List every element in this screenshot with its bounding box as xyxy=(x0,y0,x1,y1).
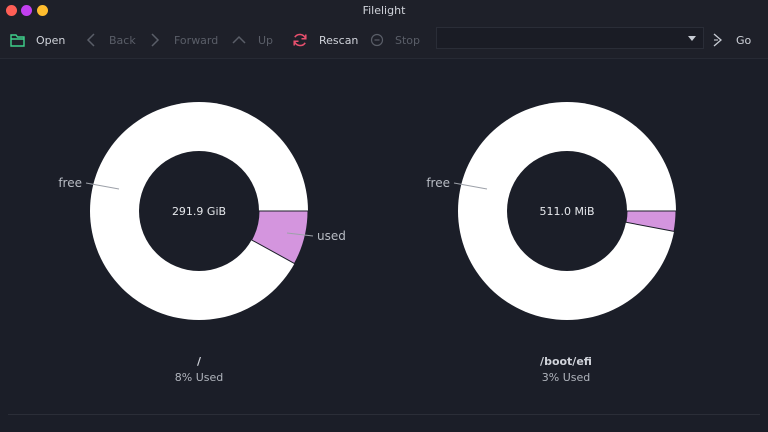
free-label: free xyxy=(426,176,450,190)
disk-mount-label: / xyxy=(196,355,202,368)
go-arrow-icon xyxy=(713,33,722,47)
used-leader-line xyxy=(286,232,314,237)
disk-capacity-label: 291.9 GiB xyxy=(172,205,226,218)
disk-caption-root: / 8% Used xyxy=(99,355,299,384)
go-button[interactable]: Go xyxy=(712,22,751,58)
title-bar: Filelight xyxy=(0,0,768,22)
arrow-right-icon xyxy=(151,33,160,47)
forward-label: Forward xyxy=(174,33,219,47)
minimize-window-button[interactable] xyxy=(21,5,32,16)
disk-mount-label: /boot/efi xyxy=(540,355,592,368)
donut-hole xyxy=(507,151,627,271)
forward-button[interactable]: Forward xyxy=(150,22,218,58)
stop-button[interactable]: Stop xyxy=(370,22,420,58)
disk-capacity-label: 511.0 MiB xyxy=(539,205,594,218)
back-label: Back xyxy=(109,33,136,47)
maximize-window-button[interactable] xyxy=(37,5,48,16)
close-window-button[interactable] xyxy=(6,5,17,16)
stop-icon xyxy=(370,33,384,47)
disk-usage-label: 3% Used xyxy=(541,371,591,384)
toolbar-divider xyxy=(0,58,768,59)
up-button[interactable]: Up xyxy=(232,22,273,58)
used-label: used xyxy=(317,229,346,243)
folder-open-icon xyxy=(10,34,25,47)
dropdown-arrow-icon[interactable] xyxy=(688,36,696,41)
back-button[interactable]: Back xyxy=(86,22,136,58)
open-button[interactable]: Open xyxy=(10,22,65,58)
up-label: Up xyxy=(258,33,274,47)
refresh-icon xyxy=(293,33,307,47)
bottom-divider xyxy=(8,414,760,415)
rescan-label: Rescan xyxy=(319,33,359,47)
free-label: free xyxy=(58,176,82,190)
free-leader-line xyxy=(85,182,120,190)
window-title: Filelight xyxy=(362,4,406,17)
donut-hole xyxy=(139,151,259,271)
disk-chart[interactable]: 291.9 GiB free used xyxy=(58,102,346,320)
disk-caption-boot-efi: /boot/efi 3% Used xyxy=(466,355,666,384)
disk-usage-label: 8% Used xyxy=(174,371,224,384)
open-label: Open xyxy=(36,33,66,47)
go-label: Go xyxy=(736,33,752,47)
stop-label: Stop xyxy=(395,33,421,47)
arrow-left-icon xyxy=(86,33,95,47)
location-combobox[interactable] xyxy=(436,27,704,49)
rescan-button[interactable]: Rescan xyxy=(292,22,358,58)
disk-chart[interactable]: 511.0 MiB free xyxy=(426,102,677,320)
arrow-up-icon xyxy=(232,35,246,44)
free-leader-line xyxy=(453,182,488,190)
